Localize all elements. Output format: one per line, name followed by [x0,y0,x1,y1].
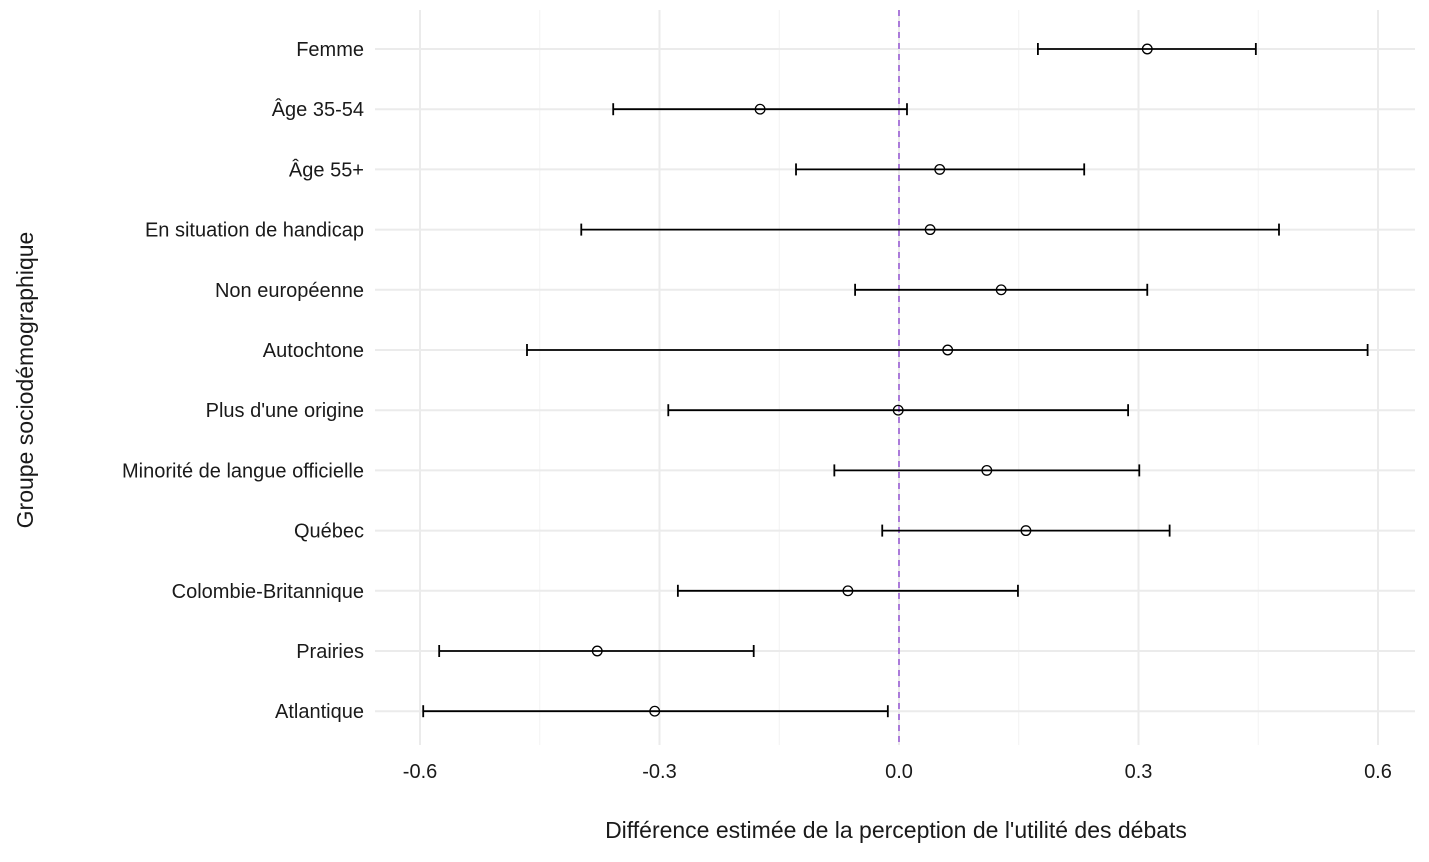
y-tick-label: Atlantique [275,701,364,723]
y-tick-label: Âge 35-54 [272,98,364,121]
y-tick-label: Colombie-Britannique [172,581,364,603]
error-bar-group [526,344,1369,356]
error-bar-group [438,645,755,657]
y-tick-label: Prairies [296,641,364,663]
error-bar-group [422,705,889,718]
y-tick-label: Âge 55+ [289,158,364,181]
y-tick-label: Femme [296,39,364,61]
estimate-point [934,163,946,175]
estimate-point [754,103,766,115]
y-tick-label: Plus d'une origine [206,400,364,422]
error-bar-group [833,464,1141,477]
estimate-point [1020,525,1032,537]
x-tick-labels: -0.6 -0.3 0.0 0.3 0.6 [403,761,1392,783]
estimate-point [995,284,1007,296]
x-tick-label: -0.3 [642,761,676,783]
error-bar-group [881,524,1171,537]
x-tick-label: 0.6 [1364,761,1392,783]
grid [375,10,1415,745]
estimate-point [591,645,603,657]
error-bar-group [580,223,1280,236]
estimate-point [942,344,954,356]
error-bar-group [854,283,1149,296]
y-tick-labels: Femme Âge 35-54 Âge 55+ En situation de han… [122,39,364,723]
y-tick-label: Autochtone [263,340,364,362]
x-axis-label: Différence estimée de la perception de l… [605,817,1187,843]
estimate-point [924,224,936,236]
x-tick-label: -0.6 [403,761,437,783]
y-tick-label: Minorité de langue officielle [122,460,364,482]
x-tick-label: 0.3 [1125,761,1153,783]
x-tick-label: 0.0 [885,761,913,783]
estimate-point [1141,43,1153,55]
estimate-point [649,705,661,717]
y-tick-label: En situation de handicap [145,220,364,242]
error-bar-group [795,163,1086,176]
error-bar-group [612,103,908,116]
error-bars [422,43,1369,718]
error-bar-group [676,584,1019,597]
estimate-point [981,464,993,476]
estimate-point [892,404,904,416]
estimate-point [842,585,854,597]
error-bar-group [1037,43,1257,55]
y-tick-label: Non européenne [215,280,364,302]
error-bar-group [667,404,1130,417]
y-axis-label: Groupe sociodémographique [12,232,38,529]
y-tick-label: Québec [294,521,364,543]
